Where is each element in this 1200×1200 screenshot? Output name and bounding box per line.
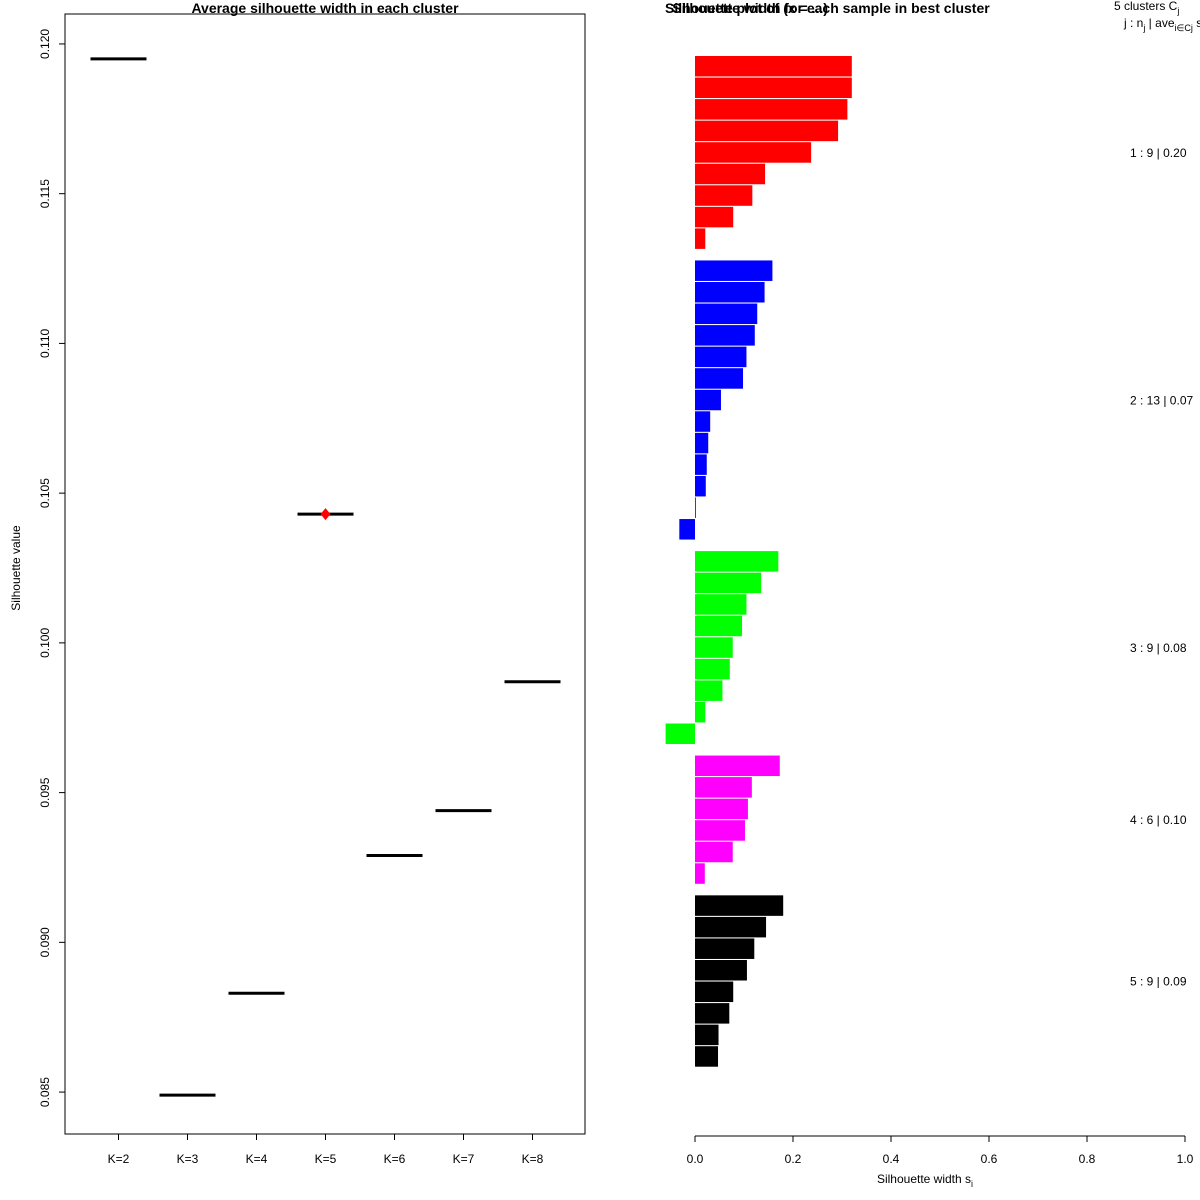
cluster-1-sample-bar (695, 206, 734, 228)
left-y-axis-label: Silhouette value (9, 525, 23, 611)
left-x-axis: K=2 K=3 K=4 K=5 K=6 K=7 K=8 (108, 1134, 544, 1166)
legend-header-columns: j : nj | avei∈Cj si (1123, 16, 1200, 33)
left-y-tick-label: 0.100 (38, 628, 52, 658)
left-y-tick-label: 0.120 (38, 29, 52, 59)
cluster-4-sample-bar (695, 777, 752, 798)
cluster-1-sample-bar (695, 163, 766, 185)
cluster-2-sample-bar (695, 325, 755, 346)
cluster-3-sample-bar (665, 723, 695, 744)
cluster-2-sample-bar (695, 346, 747, 368)
cluster-5-sample-bar (695, 960, 747, 981)
cluster-3-sample-bar (695, 680, 723, 701)
left-y-axis: 0.085 0.090 0.095 0.100 0.105 0.110 0.115 0.120 (38, 29, 65, 1107)
cluster-4-sample-bar (695, 820, 745, 841)
legend-header-clusters: 5 clusters Cj (1114, 0, 1179, 16)
cluster-4-sample-bar (695, 755, 780, 777)
cluster-5-label: 5 : 9 | 0.09 (1130, 975, 1187, 989)
left-plot-frame (64, 13, 586, 1135)
cluster-2-sample-bar (695, 454, 707, 475)
cluster-5-sample-bar (695, 895, 784, 916)
cluster-3-sample-bar (695, 701, 706, 723)
cluster-1-sample-bar (695, 228, 706, 249)
left-y-tick-label: 0.105 (38, 478, 52, 508)
cluster-2-label: 2 : 13 | 0.07 (1130, 394, 1193, 408)
left-x-tick-label: K=8 (522, 1152, 544, 1166)
cluster-5-sample-bar (695, 916, 767, 938)
cluster-5-sample-bar (695, 1024, 719, 1046)
cluster-3-sample-bar (695, 572, 762, 594)
left-x-tick-label: K=4 (246, 1152, 268, 1166)
cluster-1-label: 1 : 9 | 0.20 (1130, 146, 1187, 160)
right-x-tick-label: 0.6 (981, 1152, 998, 1166)
cluster-2-sample-bar (695, 282, 765, 303)
cluster-5-sample-bar (695, 938, 755, 959)
cluster-3-sample-bar (695, 615, 743, 637)
cluster-3-label: 3 : 9 | 0.08 (1130, 641, 1187, 655)
cluster-2-sample-bar (695, 475, 706, 497)
left-y-tick-label: 0.110 (38, 329, 52, 358)
left-x-tick-label: K=7 (453, 1152, 475, 1166)
left-y-tick-label: 0.095 (38, 777, 52, 807)
silhouette-bars (665, 56, 852, 1067)
right-x-tick-label: 0.0 (687, 1152, 704, 1166)
right-chart-title-overlap: Silhouette plot of (x = ...) (665, 0, 828, 16)
right-x-axis: 0.0 0.2 0.4 0.6 0.8 1.0 (687, 1135, 1194, 1166)
right-x-axis-label: Silhouette width si (877, 1172, 973, 1189)
cluster-1-sample-bar (695, 142, 812, 163)
cluster-4-sample-bar (695, 798, 748, 820)
cluster-1-sample-bar (695, 120, 839, 142)
right-chart-title: Silhouette width for each sample in best… (672, 0, 990, 16)
cluster-4-label: 4 : 6 | 0.10 (1130, 813, 1187, 827)
left-x-tick-label: K=3 (177, 1152, 199, 1166)
cluster-5-sample-bar (695, 1003, 730, 1024)
cluster-2-sample-bar (695, 260, 773, 281)
cluster-2-sample-bar (695, 368, 744, 389)
cluster-2-sample-bar (695, 389, 721, 411)
cluster-2-sample-bar (695, 432, 709, 454)
left-chart-title: Average silhouette width in each cluster (191, 0, 459, 16)
cluster-2-sample-bar (695, 497, 696, 518)
cluster-1-sample-bar (695, 77, 852, 99)
cluster-3-sample-bar (695, 658, 730, 680)
right-panel: Silhouette plot of (x = ...) Silhouette … (665, 0, 1200, 1189)
cluster-2-sample-bar (695, 303, 758, 325)
cluster-1-sample-bar (695, 185, 753, 206)
right-x-tick-label: 0.4 (883, 1152, 900, 1166)
cluster-1-sample-bar (695, 99, 848, 120)
left-marks (90, 57, 561, 1097)
cluster-2-sample-bar (679, 519, 695, 540)
left-y-tick-label: 0.085 (38, 1077, 52, 1107)
legend-header: 5 clusters Cj j : nj | avei∈Cj si (1114, 0, 1200, 33)
cluster-3-sample-bar (695, 637, 733, 658)
left-x-tick-label: K=5 (315, 1152, 337, 1166)
left-panel: Average silhouette width in each cluster… (9, 0, 586, 1166)
left-y-tick-label: 0.090 (38, 927, 52, 957)
best-k-marker (320, 508, 331, 521)
cluster-2-sample-bar (695, 411, 711, 432)
cluster-3-sample-bar (695, 551, 779, 572)
cluster-5-sample-bar (695, 1046, 719, 1067)
left-x-tick-label: K=2 (108, 1152, 130, 1166)
cluster-3-sample-bar (695, 594, 747, 615)
cluster-5-sample-bar (695, 981, 734, 1003)
cluster-labels: 1 : 9 | 0.20 2 : 13 | 0.07 3 : 9 | 0.08 4 :… (1130, 146, 1193, 989)
left-y-tick-label: 0.115 (38, 179, 52, 208)
cluster-4-sample-bar (695, 841, 733, 863)
cluster-4-sample-bar (695, 863, 705, 884)
left-x-tick-label: K=6 (384, 1152, 406, 1166)
right-x-tick-label: 0.8 (1079, 1152, 1096, 1166)
cluster-1-sample-bar (695, 56, 852, 77)
right-x-tick-label: 1.0 (1177, 1152, 1194, 1166)
right-x-tick-label: 0.2 (785, 1152, 802, 1166)
